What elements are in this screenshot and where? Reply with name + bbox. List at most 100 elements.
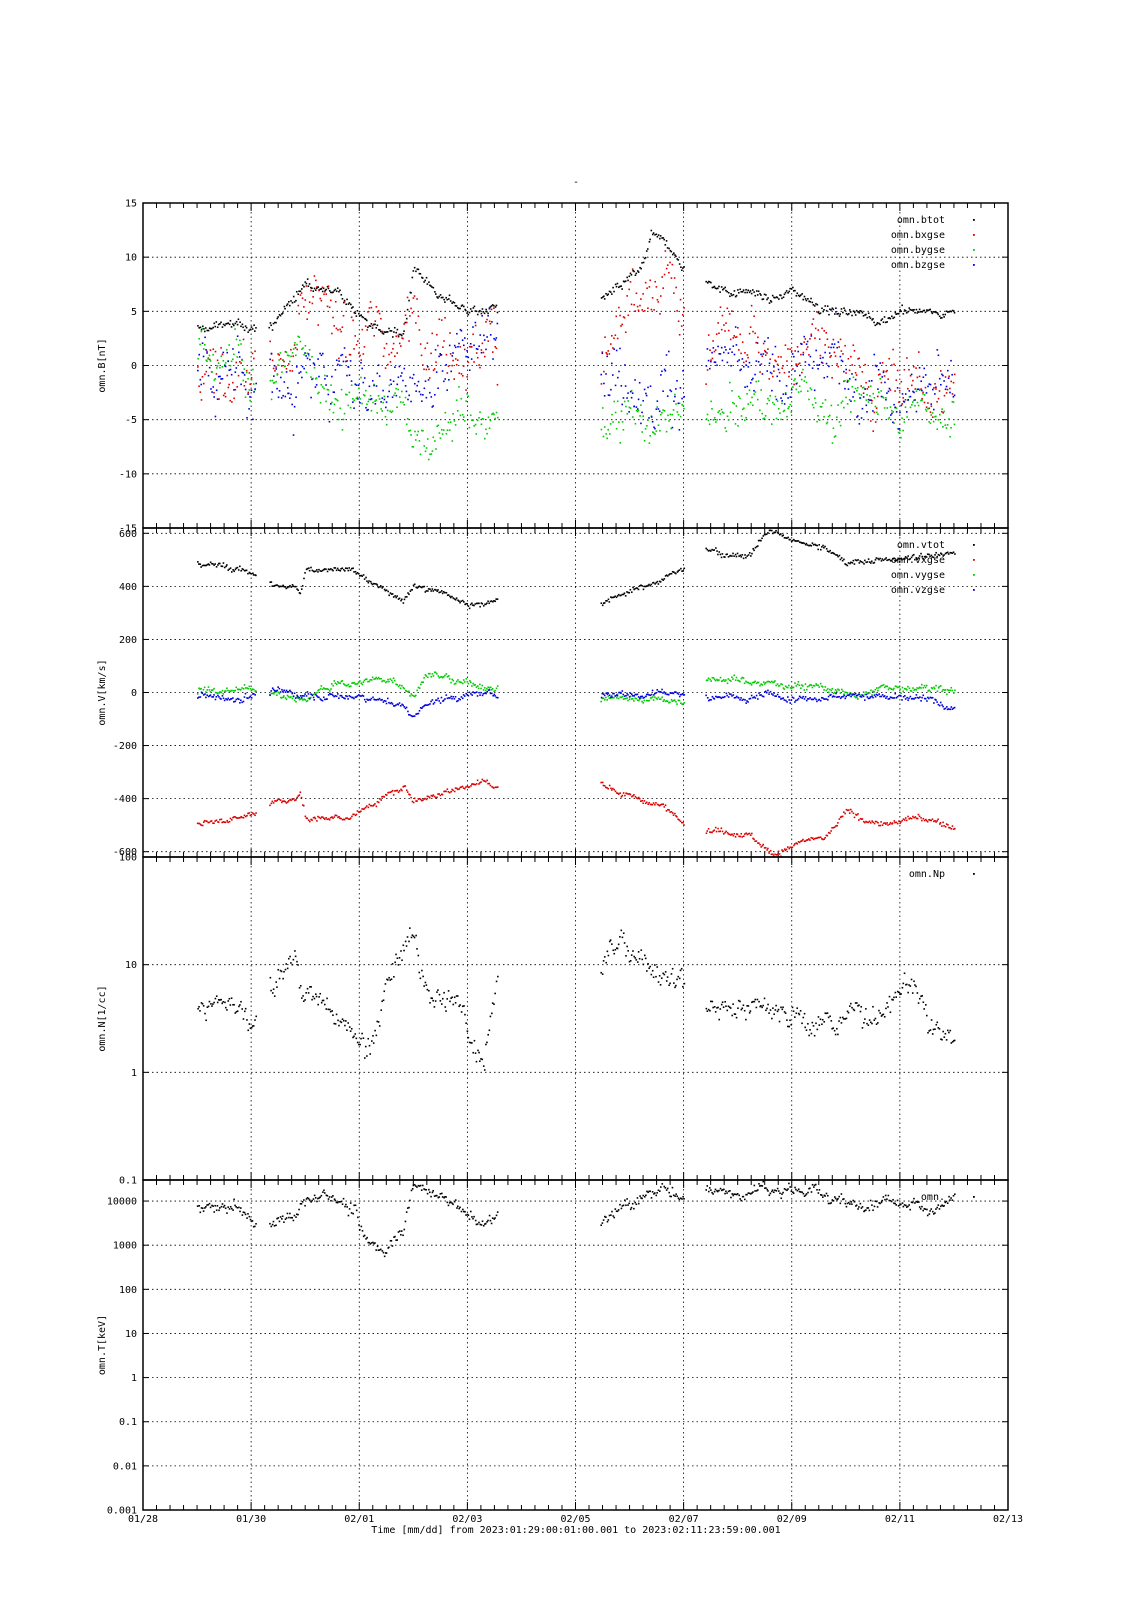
data-point [303,695,305,697]
data-point [428,796,431,799]
data-point [382,585,384,588]
data-point [439,794,442,797]
data-point [613,348,615,350]
data-point [306,987,309,990]
data-point [885,557,887,559]
data-point [866,394,868,396]
data-point [845,396,847,399]
data-point [394,595,396,597]
data-point [673,699,676,701]
data-point [360,361,362,364]
data-point [933,702,935,704]
data-point [915,557,917,559]
data-point [282,690,284,693]
data-point [722,833,725,835]
data-point [764,354,767,356]
data-point [885,398,887,401]
data-point [625,694,627,697]
data-point [459,786,462,789]
data-point [708,423,711,426]
data-point [735,555,738,558]
data-point [798,841,801,844]
data-point [424,981,427,984]
y-tick-label: 0.1 [119,1176,137,1187]
data-point [742,835,745,838]
data-point [785,699,787,702]
data-point [731,351,733,353]
data-point [768,302,771,304]
data-point [341,567,344,570]
data-point [850,695,852,698]
data-point [364,317,366,320]
data-point [472,419,474,421]
data-point [199,391,202,393]
data-point [407,398,409,401]
data-point [426,438,429,440]
data-point [826,834,829,837]
data-point [798,684,801,687]
data-point [682,267,684,269]
data-point [802,368,804,371]
data-point [348,685,351,688]
data-point [855,374,858,376]
data-point [934,415,936,418]
data-point [678,428,681,431]
data-point [352,567,354,570]
data-point [326,305,329,308]
data-point [408,430,410,432]
data-point [356,572,359,574]
data-point [848,378,851,380]
data-point [895,821,898,824]
data-point [301,284,304,286]
data-point [290,799,292,802]
data-point [335,359,338,362]
data-point [495,347,498,350]
data-point [820,406,823,408]
data-point [616,337,619,340]
data-point [391,396,394,399]
data-point [833,553,836,555]
data-point [922,557,924,560]
data-point [866,316,869,319]
series-omn-Np [197,927,956,1071]
data-point [795,699,797,702]
data-point [438,676,441,679]
data-point [650,415,653,417]
data-point [854,314,857,316]
data-point [600,781,602,784]
data-point [418,440,421,442]
data-point [849,693,851,695]
data-point [230,373,233,376]
data-point [783,699,786,701]
data-point [913,391,915,394]
data-point [388,680,390,683]
data-point [631,698,634,700]
data-point [721,830,724,833]
data-point [745,364,747,366]
data-point [477,687,480,690]
data-point [789,403,792,406]
data-point [398,365,401,368]
data-point [795,295,798,297]
data-point [330,688,332,690]
data-point [399,687,402,690]
data-point [402,401,404,404]
data-point [204,564,206,567]
series-omn-vygse [196,671,956,706]
data-point [953,423,956,426]
data-point [864,314,866,316]
data-point [240,689,242,691]
data-point [388,976,390,979]
data-point [354,312,357,315]
data-point [202,1005,205,1007]
data-point [271,992,274,994]
data-point [603,426,606,428]
data-point [339,682,342,685]
data-point [252,688,255,691]
data-point [722,412,725,414]
data-point [948,418,950,420]
data-point [416,434,419,436]
data-point [398,597,401,600]
data-point [350,380,353,382]
data-point [308,348,311,351]
